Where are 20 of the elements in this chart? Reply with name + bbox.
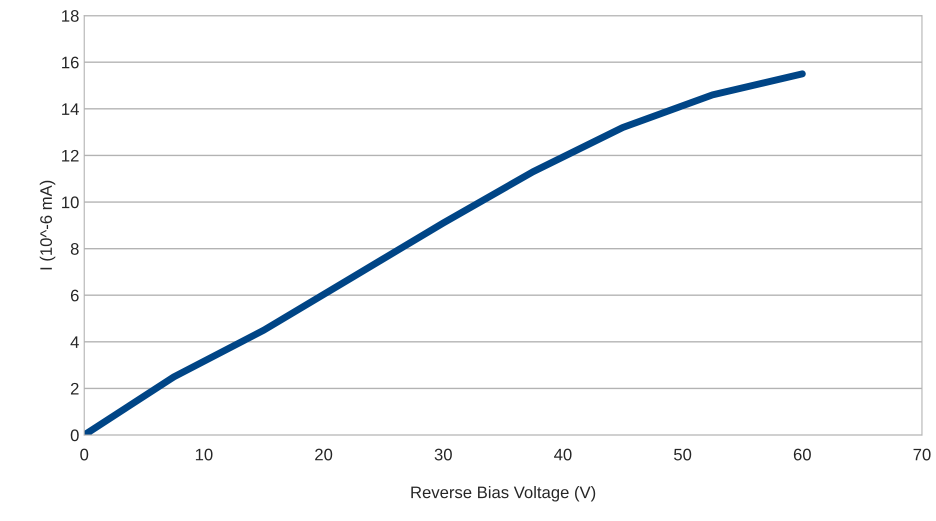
x-tick-label: 40 <box>554 448 572 460</box>
x-tick-label: 60 <box>794 448 811 460</box>
y-axis-title: I (10^-6 mA) <box>40 180 56 270</box>
y-tick-label: 14 <box>62 103 79 115</box>
x-tick-label: 0 <box>80 448 88 460</box>
x-axis-title: Reverse Bias Voltage (V) <box>411 486 596 502</box>
x-tick-label: 20 <box>315 448 332 460</box>
y-tick-label: 18 <box>62 10 79 22</box>
y-tick-label: 10 <box>62 196 79 208</box>
x-tick-label: 50 <box>674 448 692 460</box>
y-tick-label: 8 <box>70 243 79 255</box>
x-tick-label: 70 <box>914 448 931 460</box>
y-tick-label: 4 <box>70 336 79 348</box>
x-tick-label: 30 <box>434 448 452 460</box>
y-tick-label: 6 <box>70 290 79 302</box>
x-tick-label: 10 <box>196 448 213 460</box>
y-tick-label: 12 <box>62 150 79 162</box>
y-tick-label: 0 <box>70 429 79 442</box>
y-tick-label: 2 <box>70 382 79 394</box>
y-tick-label: 16 <box>62 56 79 68</box>
